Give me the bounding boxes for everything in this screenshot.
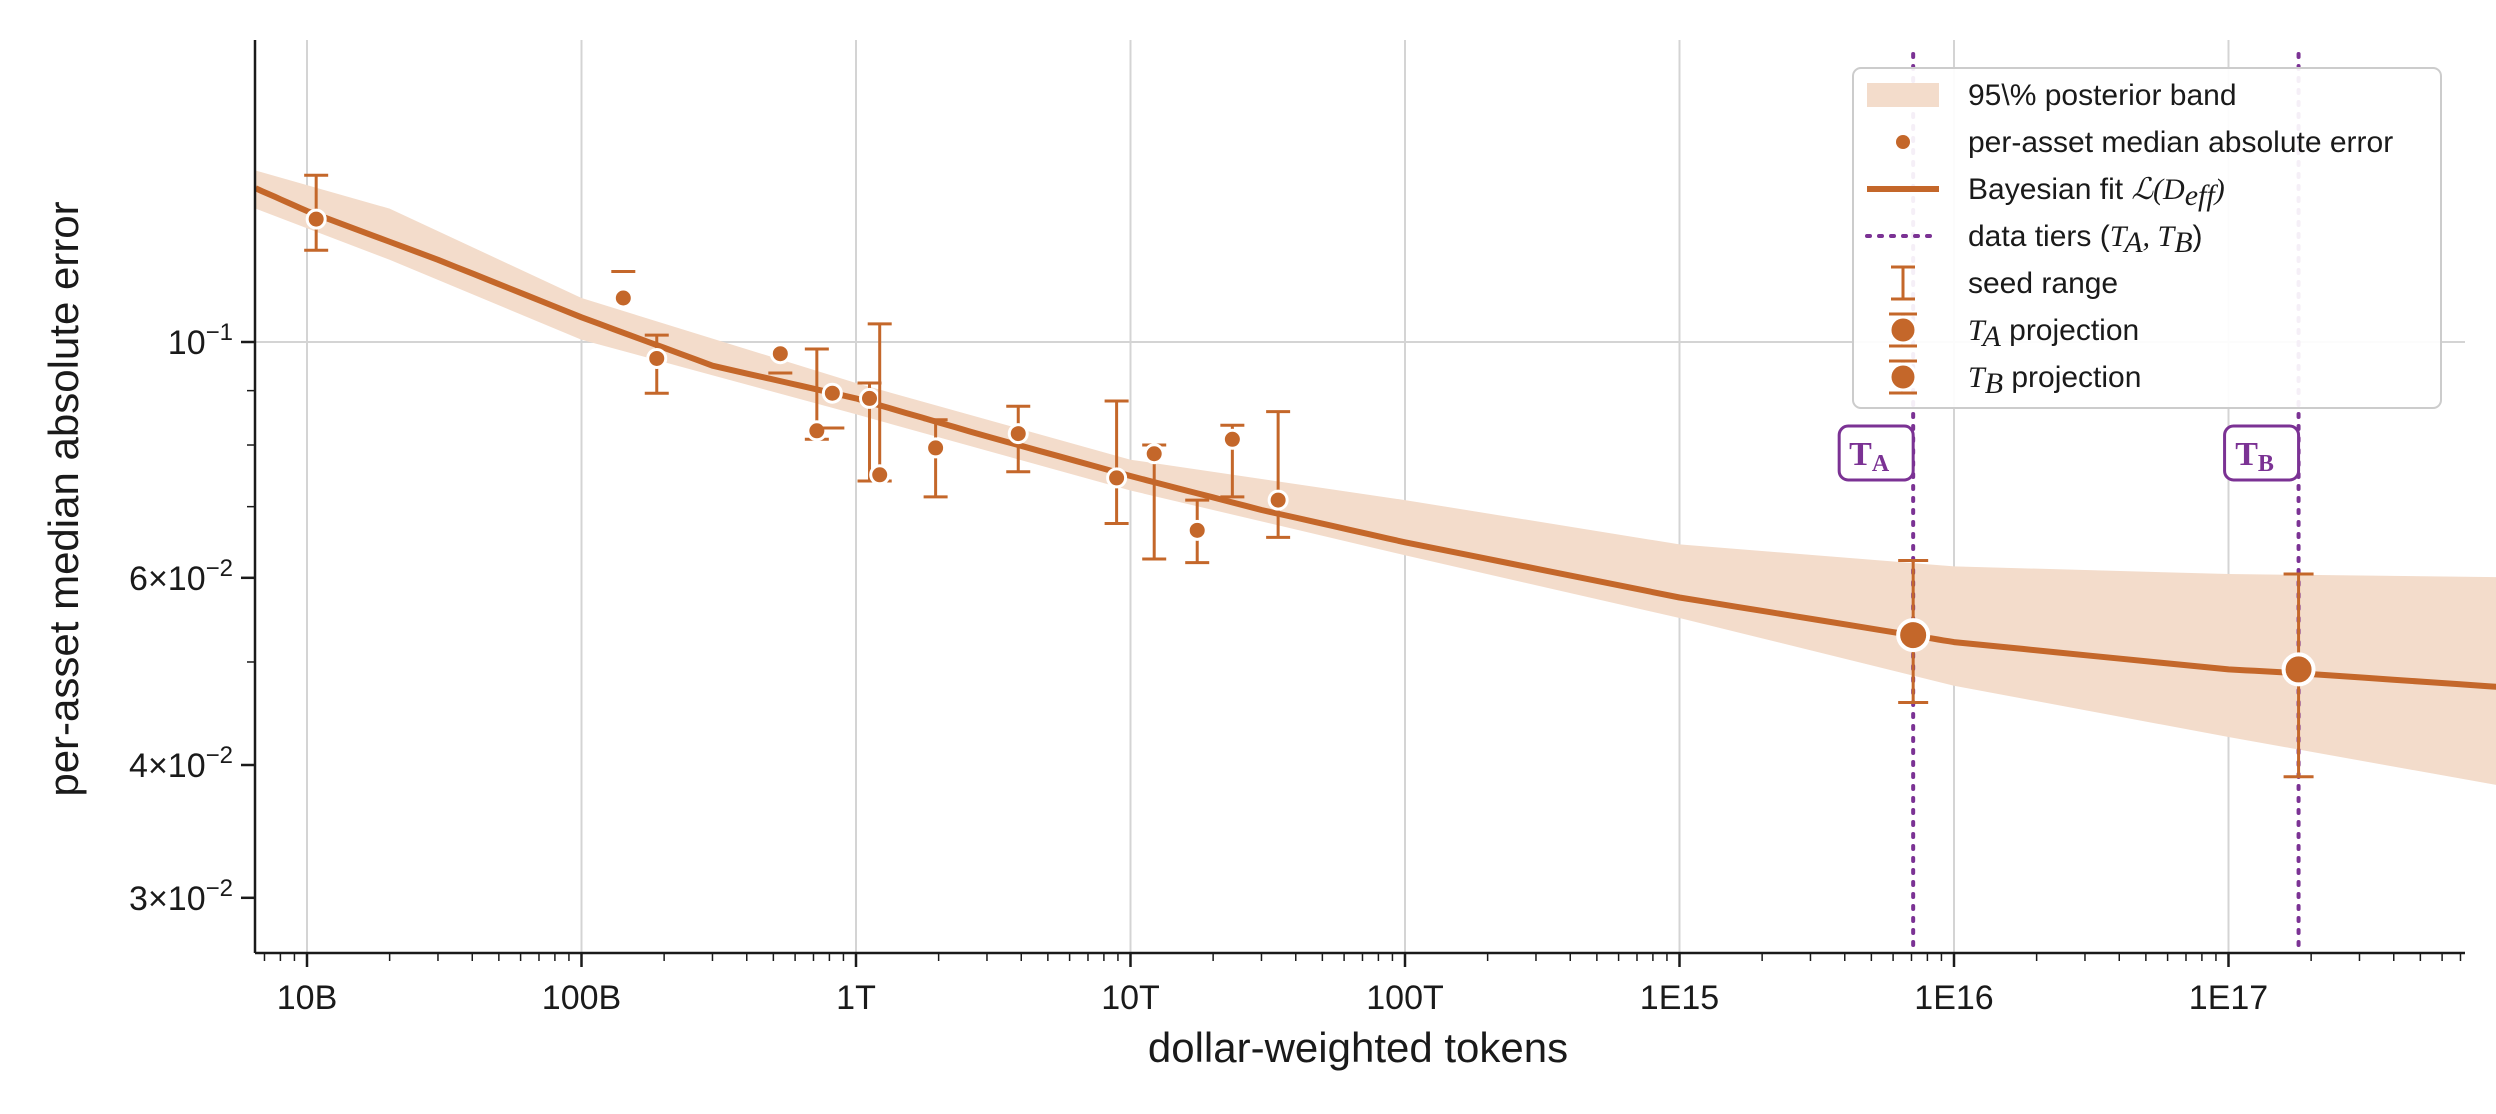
x-tick-label: 100T [1366, 979, 1444, 1017]
data-point [806, 420, 828, 442]
projection-point-t-b [2281, 652, 2316, 687]
legend-label: per-asset median absolute error [1968, 126, 2393, 159]
legend-label: data tiers (TA, TB) [1968, 220, 2203, 259]
y-tick-label: 4×10−2 [129, 742, 233, 785]
data-point [821, 382, 843, 404]
x-tick-label: 1E15 [1640, 979, 1719, 1017]
data-point [1221, 428, 1243, 450]
projection-point-t-a [1896, 618, 1931, 653]
legend-label: TB projection [1968, 361, 2141, 400]
data-point [646, 347, 668, 369]
axes-layer: 10B 100B 1T 10T 100T 1E15 1E16 1E17 10−1 6×10−2 4×… [129, 40, 2465, 1017]
tier-label-box [1837, 424, 1915, 482]
data-point [859, 387, 881, 409]
posterior-band [255, 170, 2496, 785]
legend: 95\% posterior band per-asset median abso… [1852, 67, 2442, 409]
tier-label-a: TA [1849, 436, 1890, 477]
legend-label: 95\% posterior band [1968, 79, 2237, 112]
data-point [1143, 443, 1165, 465]
x-tick-label: 1E16 [1914, 979, 1993, 1017]
x-tick-label: 1T [836, 979, 876, 1017]
data-point [1267, 489, 1289, 511]
x-tick-label: 1E17 [2189, 979, 2268, 1017]
legend-proj-marker [1888, 362, 1918, 392]
posterior-band-layer [255, 170, 2496, 785]
y-tick-label: 3×10−2 [129, 875, 233, 918]
legend-band-swatch [1867, 83, 1939, 107]
data-point [1186, 519, 1208, 541]
y-tick-label: 10−1 [168, 319, 233, 362]
legend-entry-proj2: TB projection [1888, 359, 2141, 400]
x-axis-title: dollar-weighted tokens [1148, 1024, 1568, 1071]
data-points-layer [304, 173, 2316, 779]
legend-label: Bayesian fit ℒ(Deff) [1968, 173, 2225, 212]
y-tick-label: 6×10−2 [129, 555, 233, 598]
data-point [305, 208, 327, 230]
x-tick-label: 10B [277, 979, 338, 1017]
legend-box [1852, 67, 2442, 409]
fit-curve-layer [254, 185, 2496, 690]
legend-entry-errbar: seed range [1891, 265, 2118, 301]
data-point [769, 343, 791, 365]
legend-entry-tier: data tiers (TA, TB) [1865, 220, 2203, 259]
legend-proj-marker [1888, 315, 1918, 345]
legend-entry-point: per-asset median absolute error [1896, 126, 2393, 159]
data-point [869, 464, 891, 486]
seed-range-error-bar [1104, 399, 1129, 525]
x-tick-label: 10T [1101, 979, 1160, 1017]
x-tick-label: 100B [542, 979, 621, 1017]
seed-range-error-bar [1266, 410, 1291, 539]
data-point [612, 287, 634, 309]
data-tier-layer: TA TB [1837, 52, 2301, 955]
legend-label: seed range [1968, 267, 2118, 300]
legend-label: TA projection [1968, 314, 2139, 353]
tier-label-box [2223, 424, 2301, 482]
legend-entry-proj: TA projection [1888, 312, 2139, 353]
tier-label-b: TB [2235, 436, 2274, 477]
data-point [1106, 467, 1128, 489]
y-axis-title: per-asset median absolute error [40, 201, 87, 796]
data-point [925, 437, 947, 459]
legend-point-marker [1896, 135, 1910, 149]
legend-entry-band: 95\% posterior band [1867, 79, 2237, 112]
data-point [1007, 423, 1029, 445]
legend-entry-line: Bayesian fit ℒ(Deff) [1867, 173, 2225, 212]
bayesian-fit-curve [254, 185, 2496, 690]
